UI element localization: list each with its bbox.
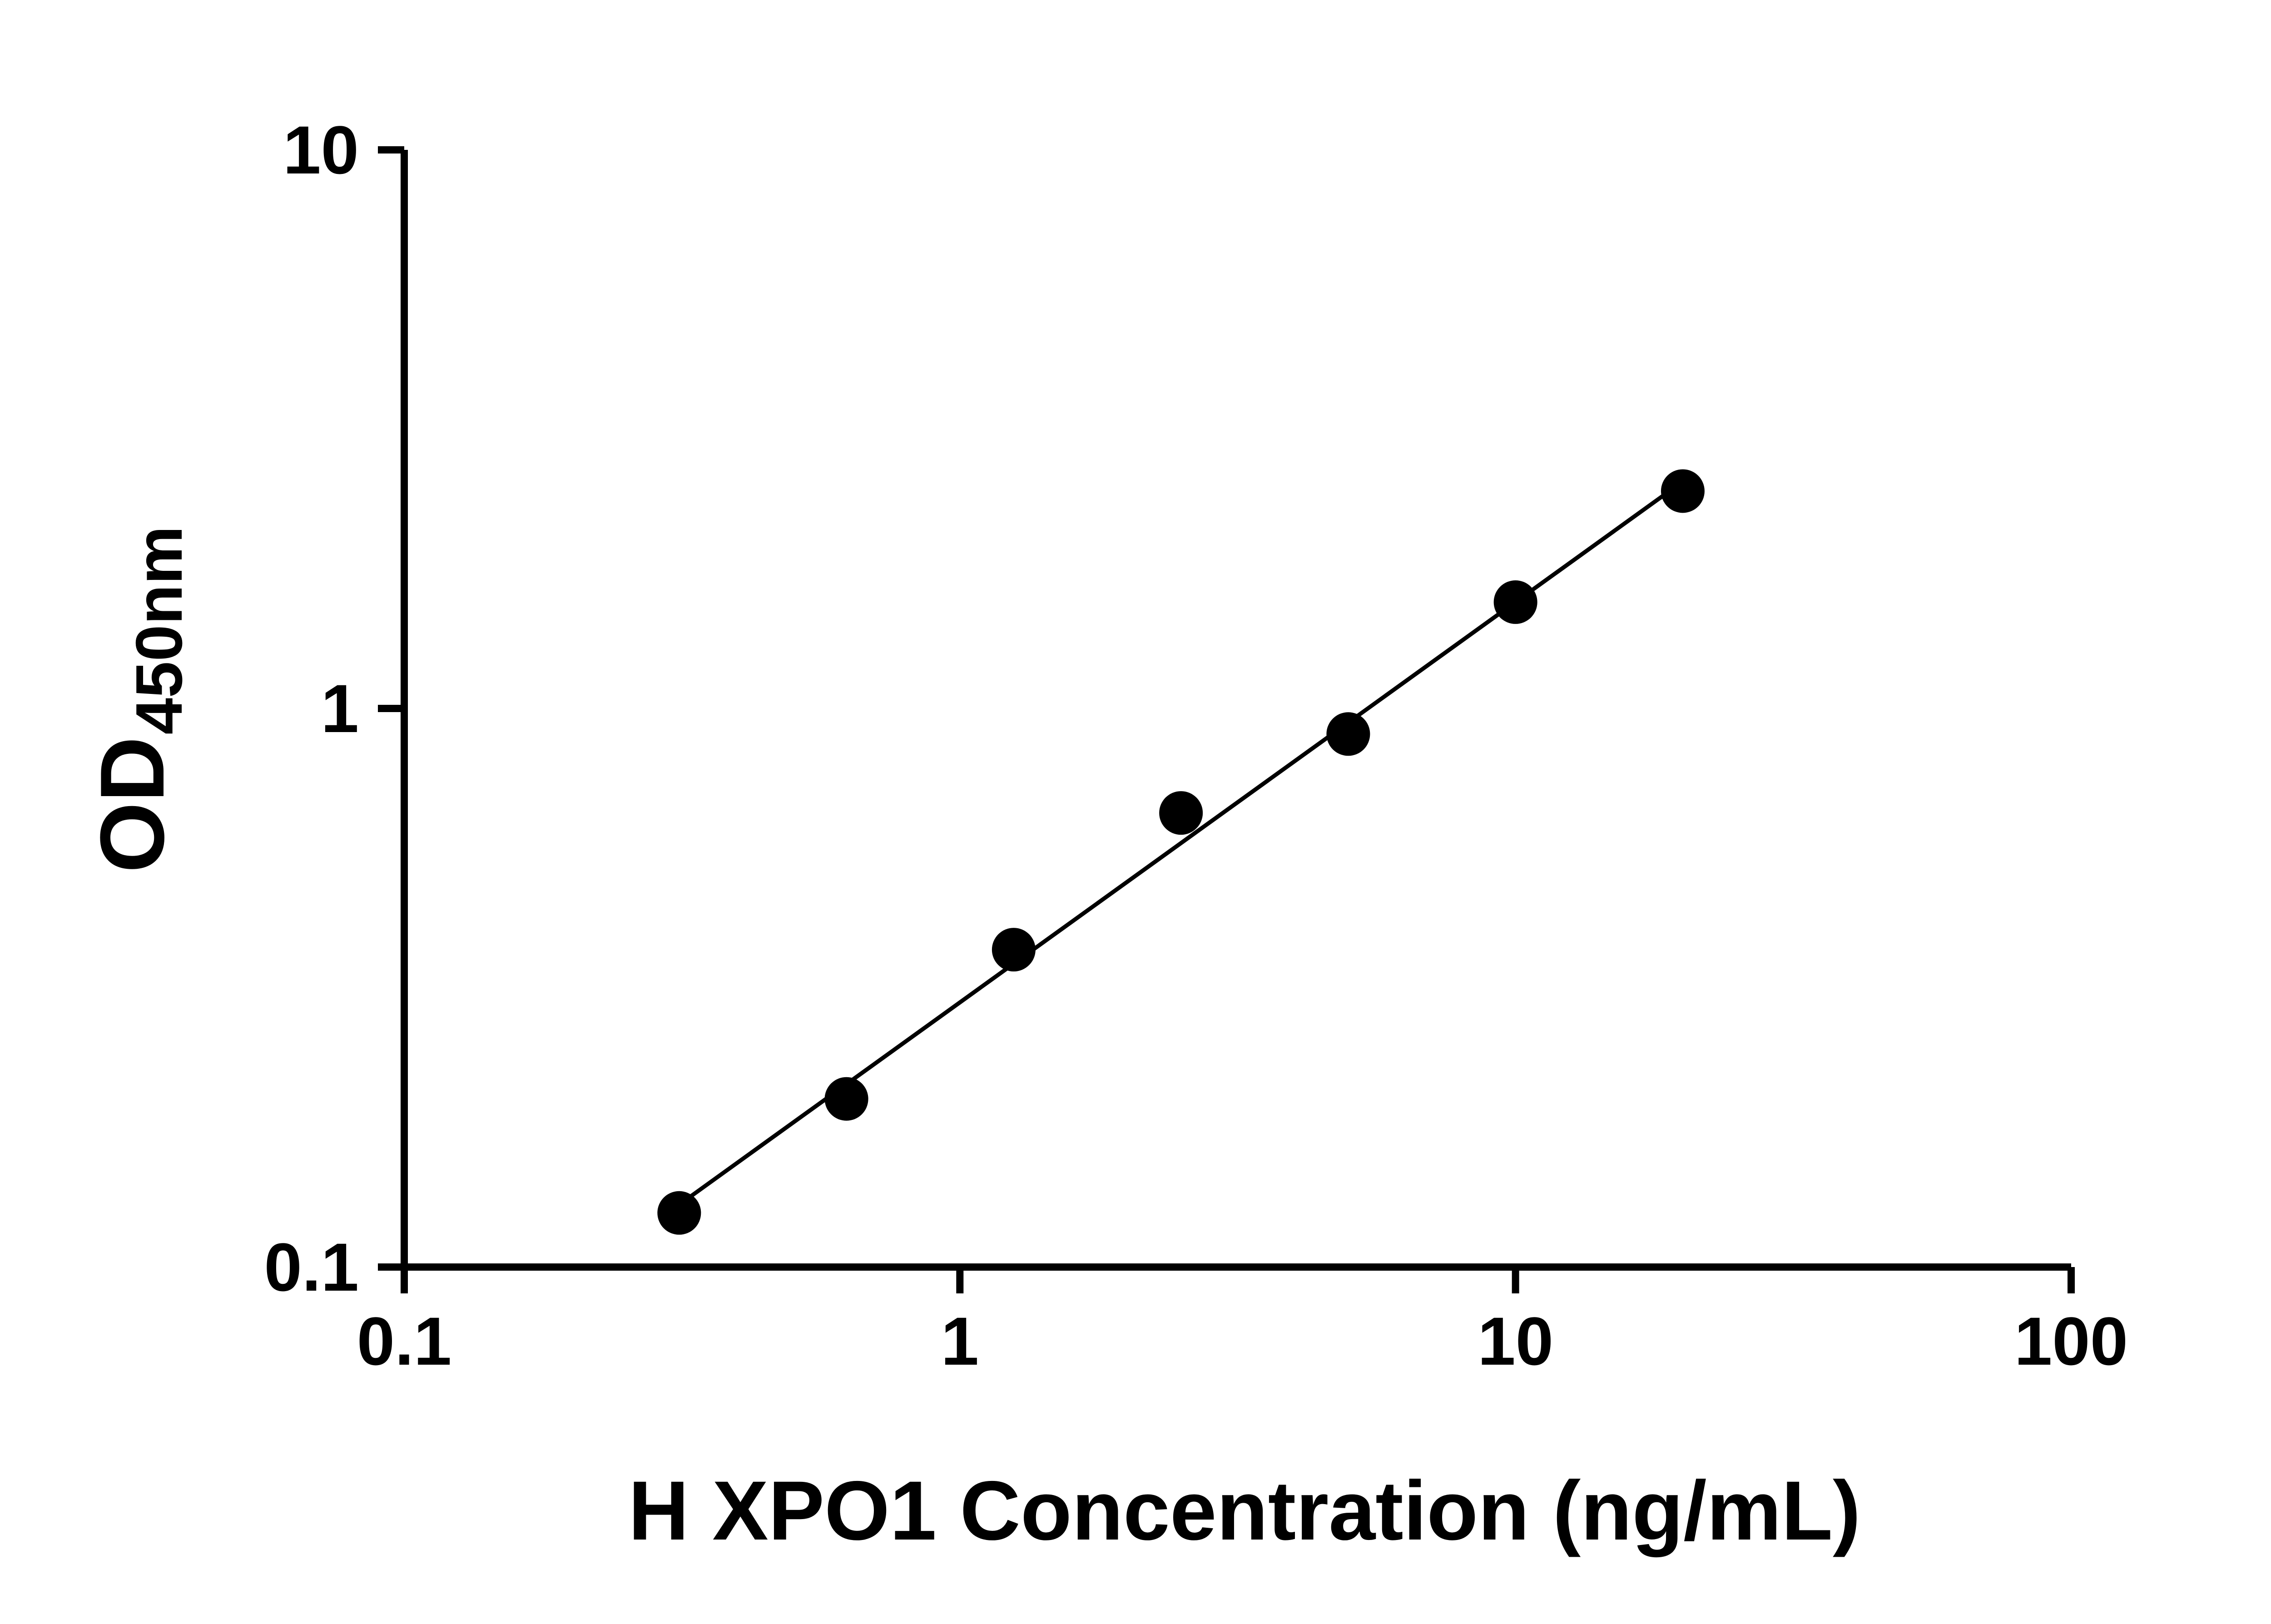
x-tick-label: 10 [1478,1303,1553,1379]
x-tick-label: 1 [941,1303,979,1379]
x-axis-title: H XPO1 Concentration (ng/mL) [628,1464,1860,1558]
data-point [1159,791,1203,835]
data-point [1326,712,1370,756]
plot-area: 0.1 1 10 100 0.1 1 10 [264,112,2128,1379]
data-point [1493,580,1537,624]
y-tick-label: 0.1 [264,1229,359,1305]
y-tick-label: 10 [283,112,359,188]
data-point [657,1191,701,1235]
x-tick-label: 0.1 [357,1303,452,1379]
data-point [992,928,1036,972]
x-tick-label: 100 [2014,1303,2128,1379]
data-point [824,1077,868,1121]
axis-lines [401,150,2071,1271]
y-axis-title-subscript: 450nm [122,526,196,734]
y-axis-title-main: OD [82,737,183,873]
y-axis-title: OD 450nm [82,526,196,873]
y-tick-label: 1 [321,670,359,747]
data-point [1661,469,1705,513]
